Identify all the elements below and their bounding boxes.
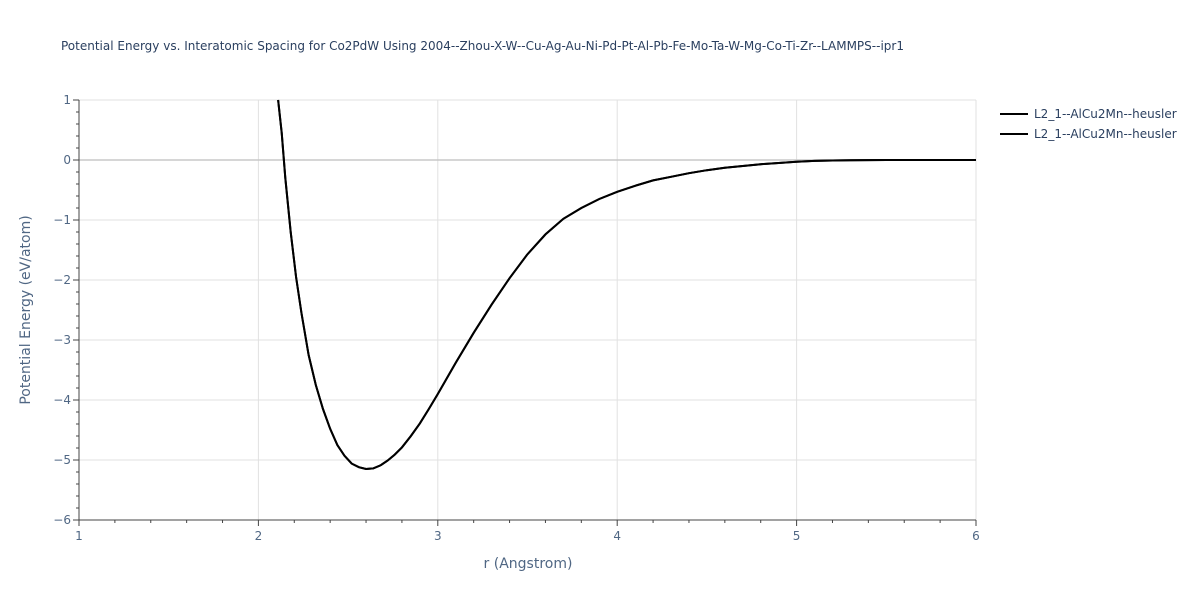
y-axis-title: Potential Energy (eV/atom) [18,215,34,404]
series-lines [277,99,976,471]
legend-label: L2_1--AlCu2Mn--heusler [1034,107,1177,121]
legend-label: L2_1--AlCu2Mn--heusler [1034,127,1177,141]
y-tick-label: −1 [53,213,71,227]
y-tick-label: −4 [53,393,71,407]
x-tick-label: 6 [972,529,980,543]
y-tick-label: −5 [53,453,71,467]
grid-lines [79,99,977,520]
y-tick-label: −3 [53,333,71,347]
y-tick-label: 1 [63,93,71,107]
axes: 1 2 3 4 5 6 1 0 −1 −2 −3 −4 −5 −6 [53,93,980,543]
y-tick-label: −6 [53,513,71,527]
chart-title: Potential Energy vs. Interatomic Spacing… [61,39,904,53]
x-tick-label: 5 [793,529,801,543]
y-tick-label: 0 [63,153,71,167]
y-tick-label: −2 [53,273,71,287]
x-tick-label: 3 [434,529,442,543]
x-tick-label: 4 [613,529,621,543]
legend-item-2[interactable]: L2_1--AlCu2Mn--heusler [1000,127,1177,141]
series-line-2 [277,99,976,471]
x-tick-label: 1 [75,529,83,543]
x-tick-label: 2 [255,529,263,543]
x-axis-title: r (Angstrom) [484,556,573,572]
legend-item-1[interactable]: L2_1--AlCu2Mn--heusler [1000,107,1177,121]
legend[interactable]: L2_1--AlCu2Mn--heusler L2_1--AlCu2Mn--heu… [1000,107,1177,141]
